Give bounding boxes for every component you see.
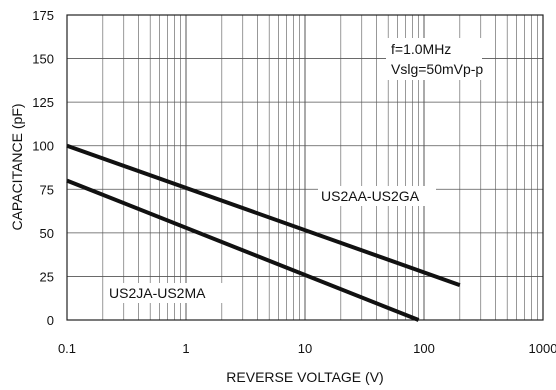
grid-lines — [66, 14, 544, 321]
series-label-us2aa-background — [318, 186, 436, 206]
tick-labels: 0.1 1 10 100 1000 0 25 50 75 100 125 150 175 — [32, 8, 556, 356]
series-label-us2ja-text: US2JA-US2MA — [109, 285, 206, 301]
annotation-signal-level: Vslg=50mVp-p — [391, 61, 483, 77]
x-tick-label: 1 — [182, 341, 189, 356]
x-tick-label: 10 — [298, 341, 312, 356]
series-label-us2aa: US2AA-US2GA — [318, 186, 436, 206]
x-tick-label: 0.1 — [58, 341, 76, 356]
series-label-us2ja-background — [106, 283, 224, 303]
y-axis-title: CAPACITANCE (pF) — [9, 103, 25, 230]
annotation-background — [386, 38, 482, 80]
conditions-annotation: f=1.0MHz Vslg=50mVp-p — [386, 38, 483, 80]
plot-frame — [66, 14, 544, 321]
y-tick-label: 100 — [32, 139, 54, 154]
series-line-us2ja-us2ma — [66, 178, 420, 322]
y-tick-label: 125 — [32, 95, 54, 110]
series-label-us2aa-text: US2AA-US2GA — [321, 188, 420, 204]
series-label-us2ja: US2JA-US2MA — [106, 283, 224, 303]
x-axis-title: REVERSE VOLTAGE (V) — [226, 369, 383, 385]
y-tick-label: 175 — [32, 8, 54, 23]
x-tick-label: 100 — [413, 341, 435, 356]
y-tick-label: 150 — [32, 52, 54, 67]
y-tick-label: 0 — [47, 313, 54, 328]
annotation-frequency: f=1.0MHz — [391, 41, 451, 57]
y-tick-label: 50 — [40, 226, 54, 241]
y-tick-label: 75 — [40, 182, 54, 197]
y-tick-label: 25 — [40, 269, 54, 284]
x-tick-label: 1000 — [529, 341, 556, 356]
series-lines — [66, 143, 461, 322]
series-line-us2aa-us2ga — [66, 143, 461, 287]
